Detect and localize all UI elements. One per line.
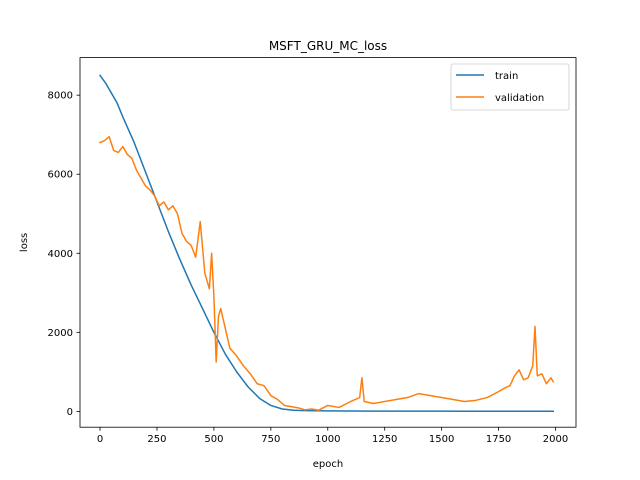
legend-label-train: train — [495, 71, 518, 82]
y-tick-label: 4000 — [48, 249, 73, 260]
x-tick-label: 1250 — [372, 434, 397, 445]
x-tick-label: 1750 — [486, 434, 511, 445]
series-layer — [98, 74, 555, 412]
legend: train validation — [450, 63, 570, 111]
y-tick-label: 0 — [67, 407, 73, 418]
x-tick-label: 1000 — [315, 434, 340, 445]
y-axis-label: loss — [19, 233, 30, 252]
x-tick-label: 750 — [261, 434, 280, 445]
x-tick-label: 0 — [97, 434, 103, 445]
x-tick-label: 500 — [204, 434, 223, 445]
x-tick-label: 250 — [147, 434, 166, 445]
series-line-validation — [99, 135, 555, 411]
legend-label-validation: validation — [495, 93, 544, 104]
y-tick-label: 2000 — [48, 328, 73, 339]
y-tick-label: 8000 — [48, 91, 73, 102]
x-axis: 0 250 500 750 1000 1250 1500 1750 2000 — [97, 427, 568, 445]
chart-title: MSFT_GRU_MC_loss — [269, 39, 387, 53]
x-tick-label: 2000 — [543, 434, 568, 445]
y-axis: 0 2000 4000 6000 8000 — [48, 91, 80, 418]
x-tick-label: 1500 — [429, 434, 454, 445]
y-tick-label: 6000 — [48, 170, 73, 181]
x-axis-label: epoch — [313, 459, 343, 470]
plot-area — [80, 57, 576, 428]
series-line-train — [98, 74, 554, 412]
